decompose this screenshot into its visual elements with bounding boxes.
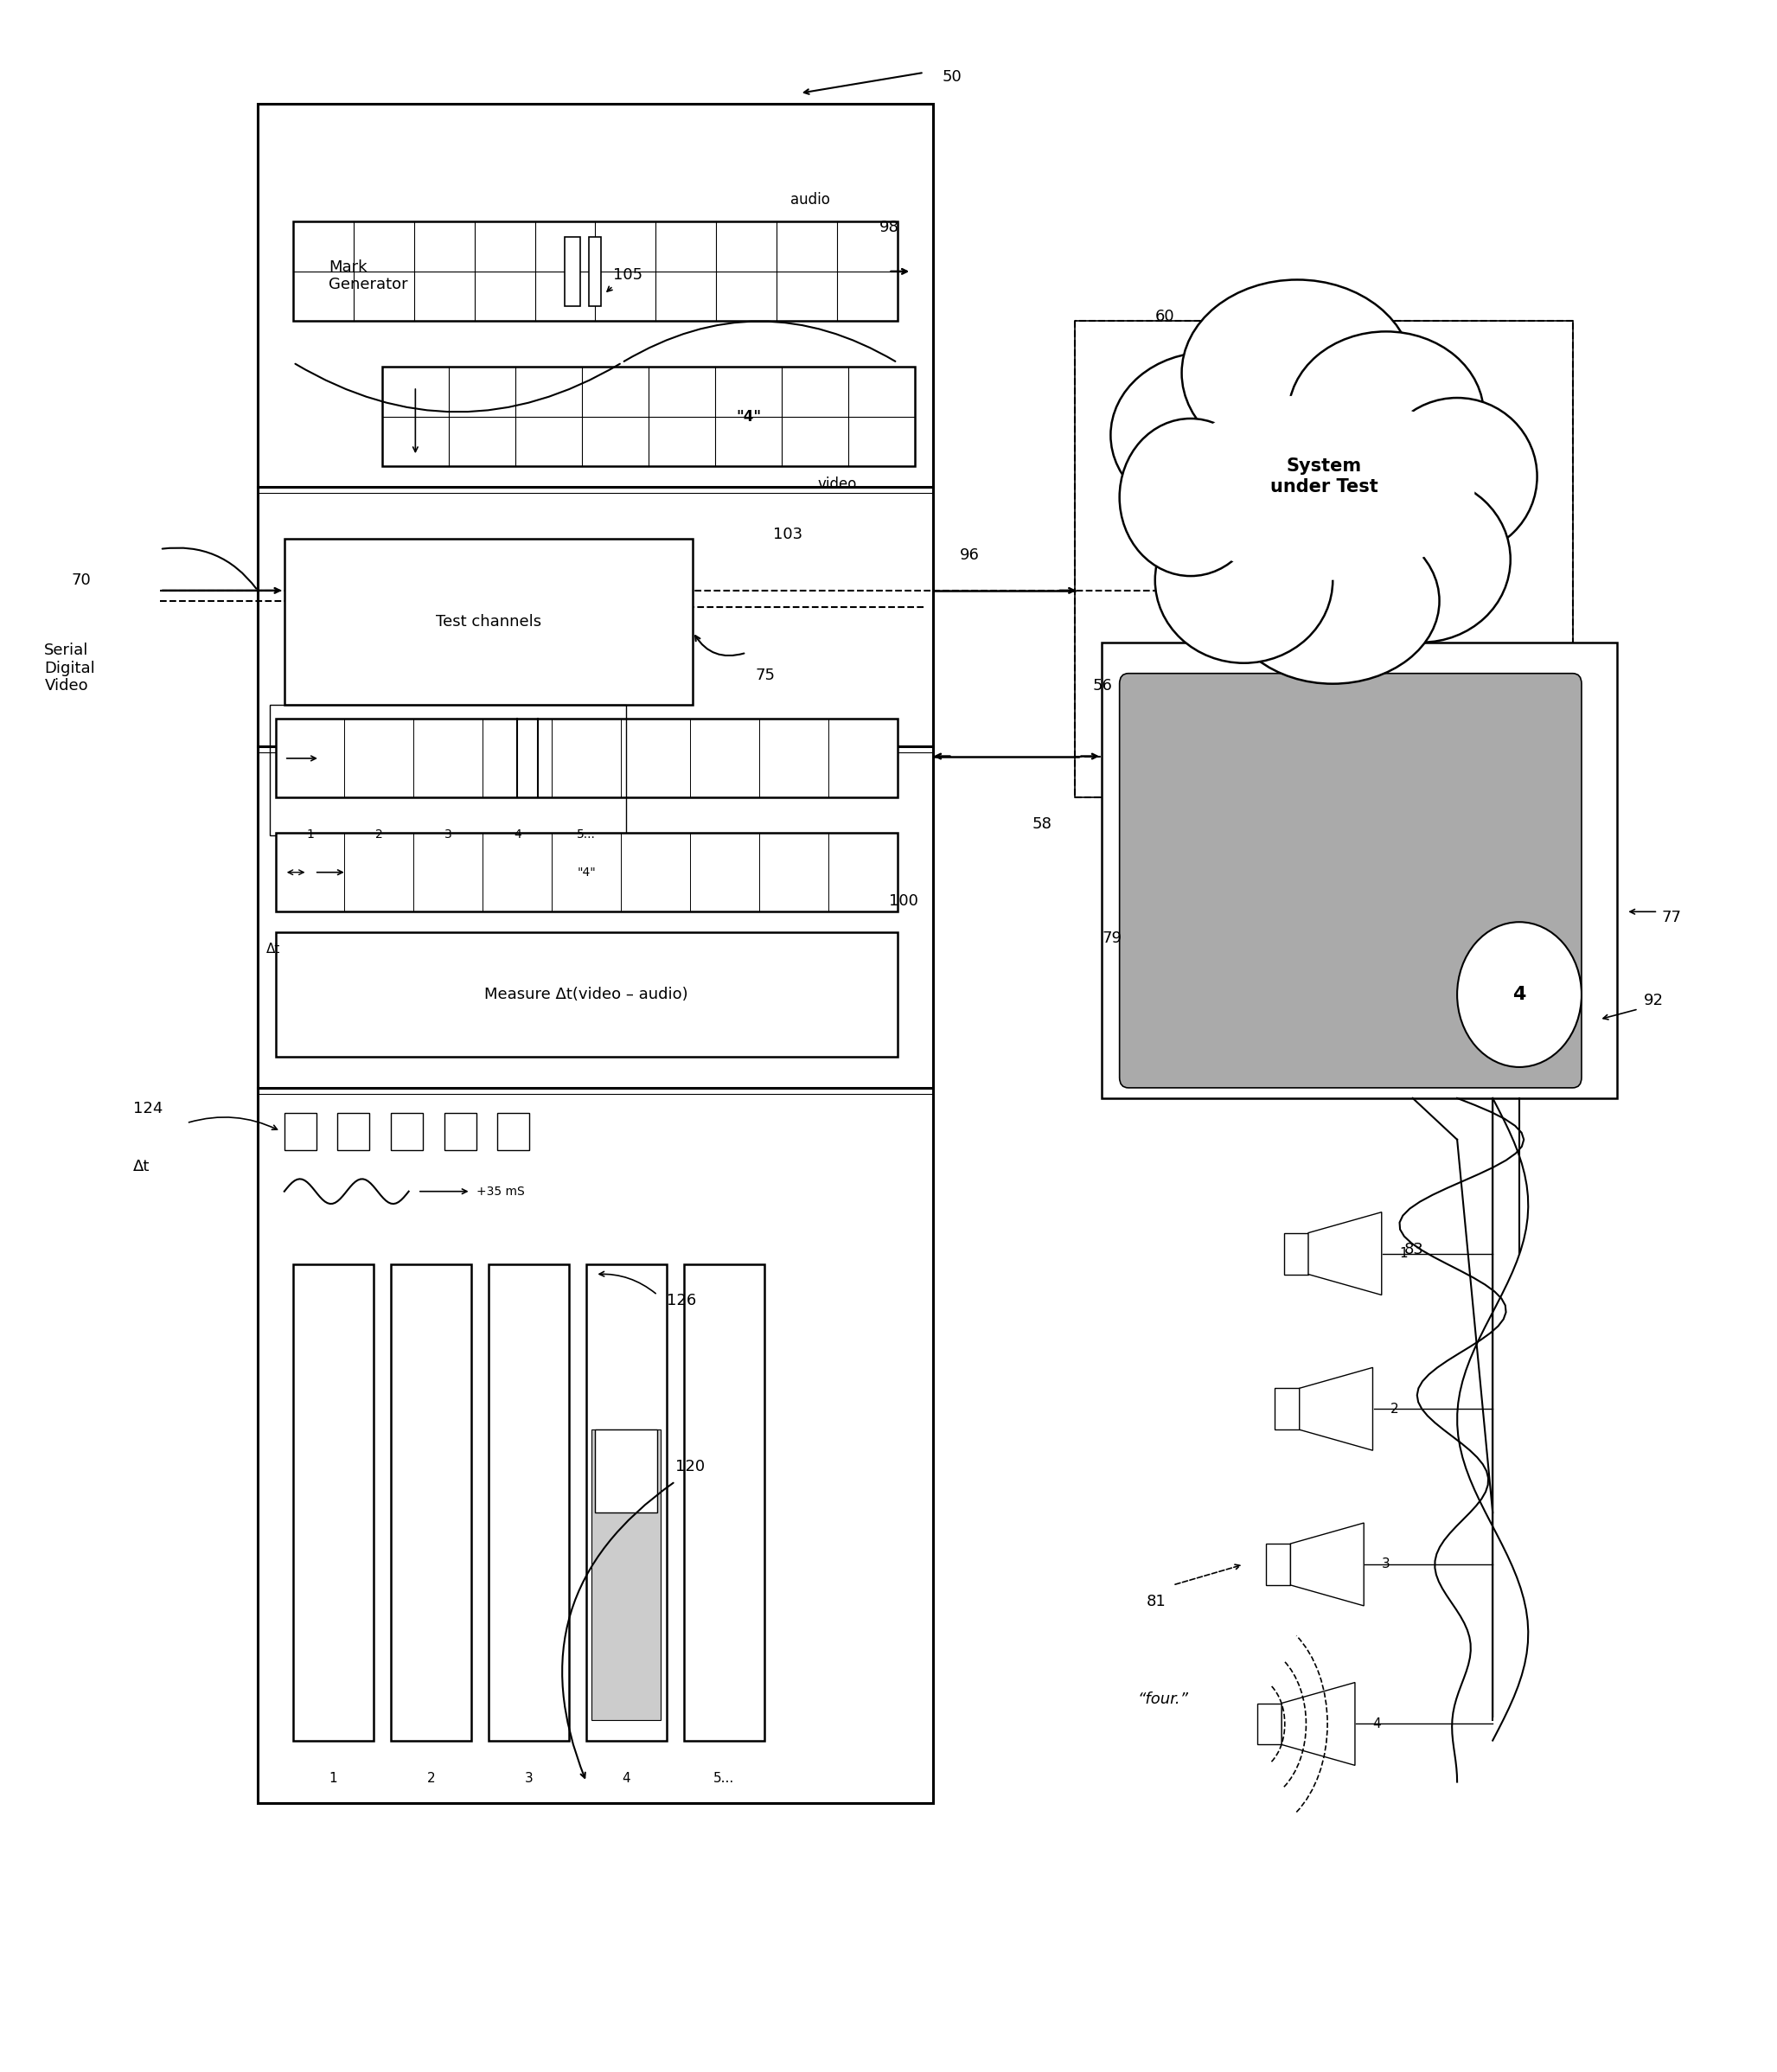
Text: audio: audio xyxy=(791,191,830,207)
FancyBboxPatch shape xyxy=(293,222,897,321)
Text: 77: 77 xyxy=(1661,910,1681,926)
Text: Mark
Generator: Mark Generator xyxy=(329,259,409,292)
Text: 96: 96 xyxy=(960,547,979,564)
FancyBboxPatch shape xyxy=(1102,642,1617,1098)
FancyBboxPatch shape xyxy=(391,1264,471,1740)
Text: video: video xyxy=(817,477,857,493)
FancyBboxPatch shape xyxy=(382,367,915,466)
Text: 2: 2 xyxy=(1391,1403,1398,1415)
Text: 3: 3 xyxy=(1383,1558,1390,1571)
Ellipse shape xyxy=(1182,280,1413,466)
FancyBboxPatch shape xyxy=(275,719,897,798)
Ellipse shape xyxy=(1288,332,1484,497)
Text: "4": "4" xyxy=(736,408,761,425)
Text: +35 mS: +35 mS xyxy=(476,1185,524,1198)
Polygon shape xyxy=(1281,1682,1356,1765)
Ellipse shape xyxy=(1173,394,1475,580)
FancyBboxPatch shape xyxy=(275,932,897,1057)
Text: 5...: 5... xyxy=(578,829,595,841)
FancyBboxPatch shape xyxy=(444,1113,476,1150)
Text: 4: 4 xyxy=(622,1772,631,1784)
Ellipse shape xyxy=(1226,518,1439,684)
Text: 100: 100 xyxy=(888,893,917,910)
Text: 2: 2 xyxy=(375,829,382,841)
Text: Δt: Δt xyxy=(267,943,281,955)
Text: 3: 3 xyxy=(524,1772,533,1784)
Polygon shape xyxy=(1299,1368,1374,1450)
Text: 60: 60 xyxy=(1155,309,1175,325)
Text: 120: 120 xyxy=(675,1459,705,1475)
FancyBboxPatch shape xyxy=(592,1430,661,1720)
Ellipse shape xyxy=(1333,477,1510,642)
FancyBboxPatch shape xyxy=(284,539,693,704)
FancyBboxPatch shape xyxy=(586,1264,666,1740)
FancyBboxPatch shape xyxy=(684,1264,764,1740)
Text: 5...: 5... xyxy=(714,1772,734,1784)
FancyBboxPatch shape xyxy=(1283,1233,1308,1274)
Ellipse shape xyxy=(1377,398,1537,555)
Ellipse shape xyxy=(1111,352,1306,518)
Text: 70: 70 xyxy=(71,572,91,588)
FancyBboxPatch shape xyxy=(284,1113,316,1150)
FancyBboxPatch shape xyxy=(258,104,933,1803)
Text: Test channels: Test channels xyxy=(435,613,542,630)
Text: "4": "4" xyxy=(578,866,595,879)
FancyBboxPatch shape xyxy=(1258,1703,1281,1745)
Text: 4: 4 xyxy=(1512,986,1526,1003)
FancyBboxPatch shape xyxy=(338,1113,370,1150)
Text: 124: 124 xyxy=(133,1100,163,1117)
Text: 3: 3 xyxy=(444,829,451,841)
FancyBboxPatch shape xyxy=(498,1113,530,1150)
FancyBboxPatch shape xyxy=(1265,1544,1290,1585)
Text: Measure Δt(video – audio): Measure Δt(video – audio) xyxy=(485,986,688,1003)
FancyBboxPatch shape xyxy=(489,1264,569,1740)
FancyBboxPatch shape xyxy=(275,833,897,912)
Text: 126: 126 xyxy=(666,1293,697,1310)
Text: 105: 105 xyxy=(613,267,643,284)
FancyBboxPatch shape xyxy=(293,1264,373,1740)
FancyBboxPatch shape xyxy=(391,1113,423,1150)
Text: 83: 83 xyxy=(1404,1241,1423,1258)
Text: 4: 4 xyxy=(514,829,521,841)
Text: Serial
Digital
Video: Serial Digital Video xyxy=(44,642,96,694)
Polygon shape xyxy=(1308,1212,1383,1295)
Text: 1: 1 xyxy=(306,829,315,841)
Text: 58: 58 xyxy=(1032,816,1052,833)
Text: 1: 1 xyxy=(1400,1247,1407,1260)
Text: 1: 1 xyxy=(329,1772,338,1784)
Ellipse shape xyxy=(1120,419,1262,576)
Text: 56: 56 xyxy=(1093,678,1112,694)
FancyBboxPatch shape xyxy=(1276,1388,1299,1430)
Text: System
under Test: System under Test xyxy=(1271,458,1377,495)
Text: “four.”: “four.” xyxy=(1137,1691,1189,1707)
Circle shape xyxy=(1457,922,1582,1067)
FancyBboxPatch shape xyxy=(590,236,601,307)
Text: 75: 75 xyxy=(755,667,775,684)
FancyBboxPatch shape xyxy=(1120,673,1582,1088)
FancyBboxPatch shape xyxy=(565,236,579,307)
Text: 103: 103 xyxy=(773,526,803,543)
FancyBboxPatch shape xyxy=(595,1430,657,1513)
Polygon shape xyxy=(1290,1523,1365,1606)
Text: 98: 98 xyxy=(880,220,899,236)
Text: Δt: Δt xyxy=(133,1158,149,1175)
Text: 50: 50 xyxy=(942,68,961,85)
Ellipse shape xyxy=(1155,497,1333,663)
Text: 81: 81 xyxy=(1146,1593,1166,1610)
Text: 4: 4 xyxy=(1374,1718,1381,1730)
Text: 92: 92 xyxy=(1644,992,1663,1009)
Text: 2: 2 xyxy=(426,1772,435,1784)
Text: 79: 79 xyxy=(1102,930,1121,947)
